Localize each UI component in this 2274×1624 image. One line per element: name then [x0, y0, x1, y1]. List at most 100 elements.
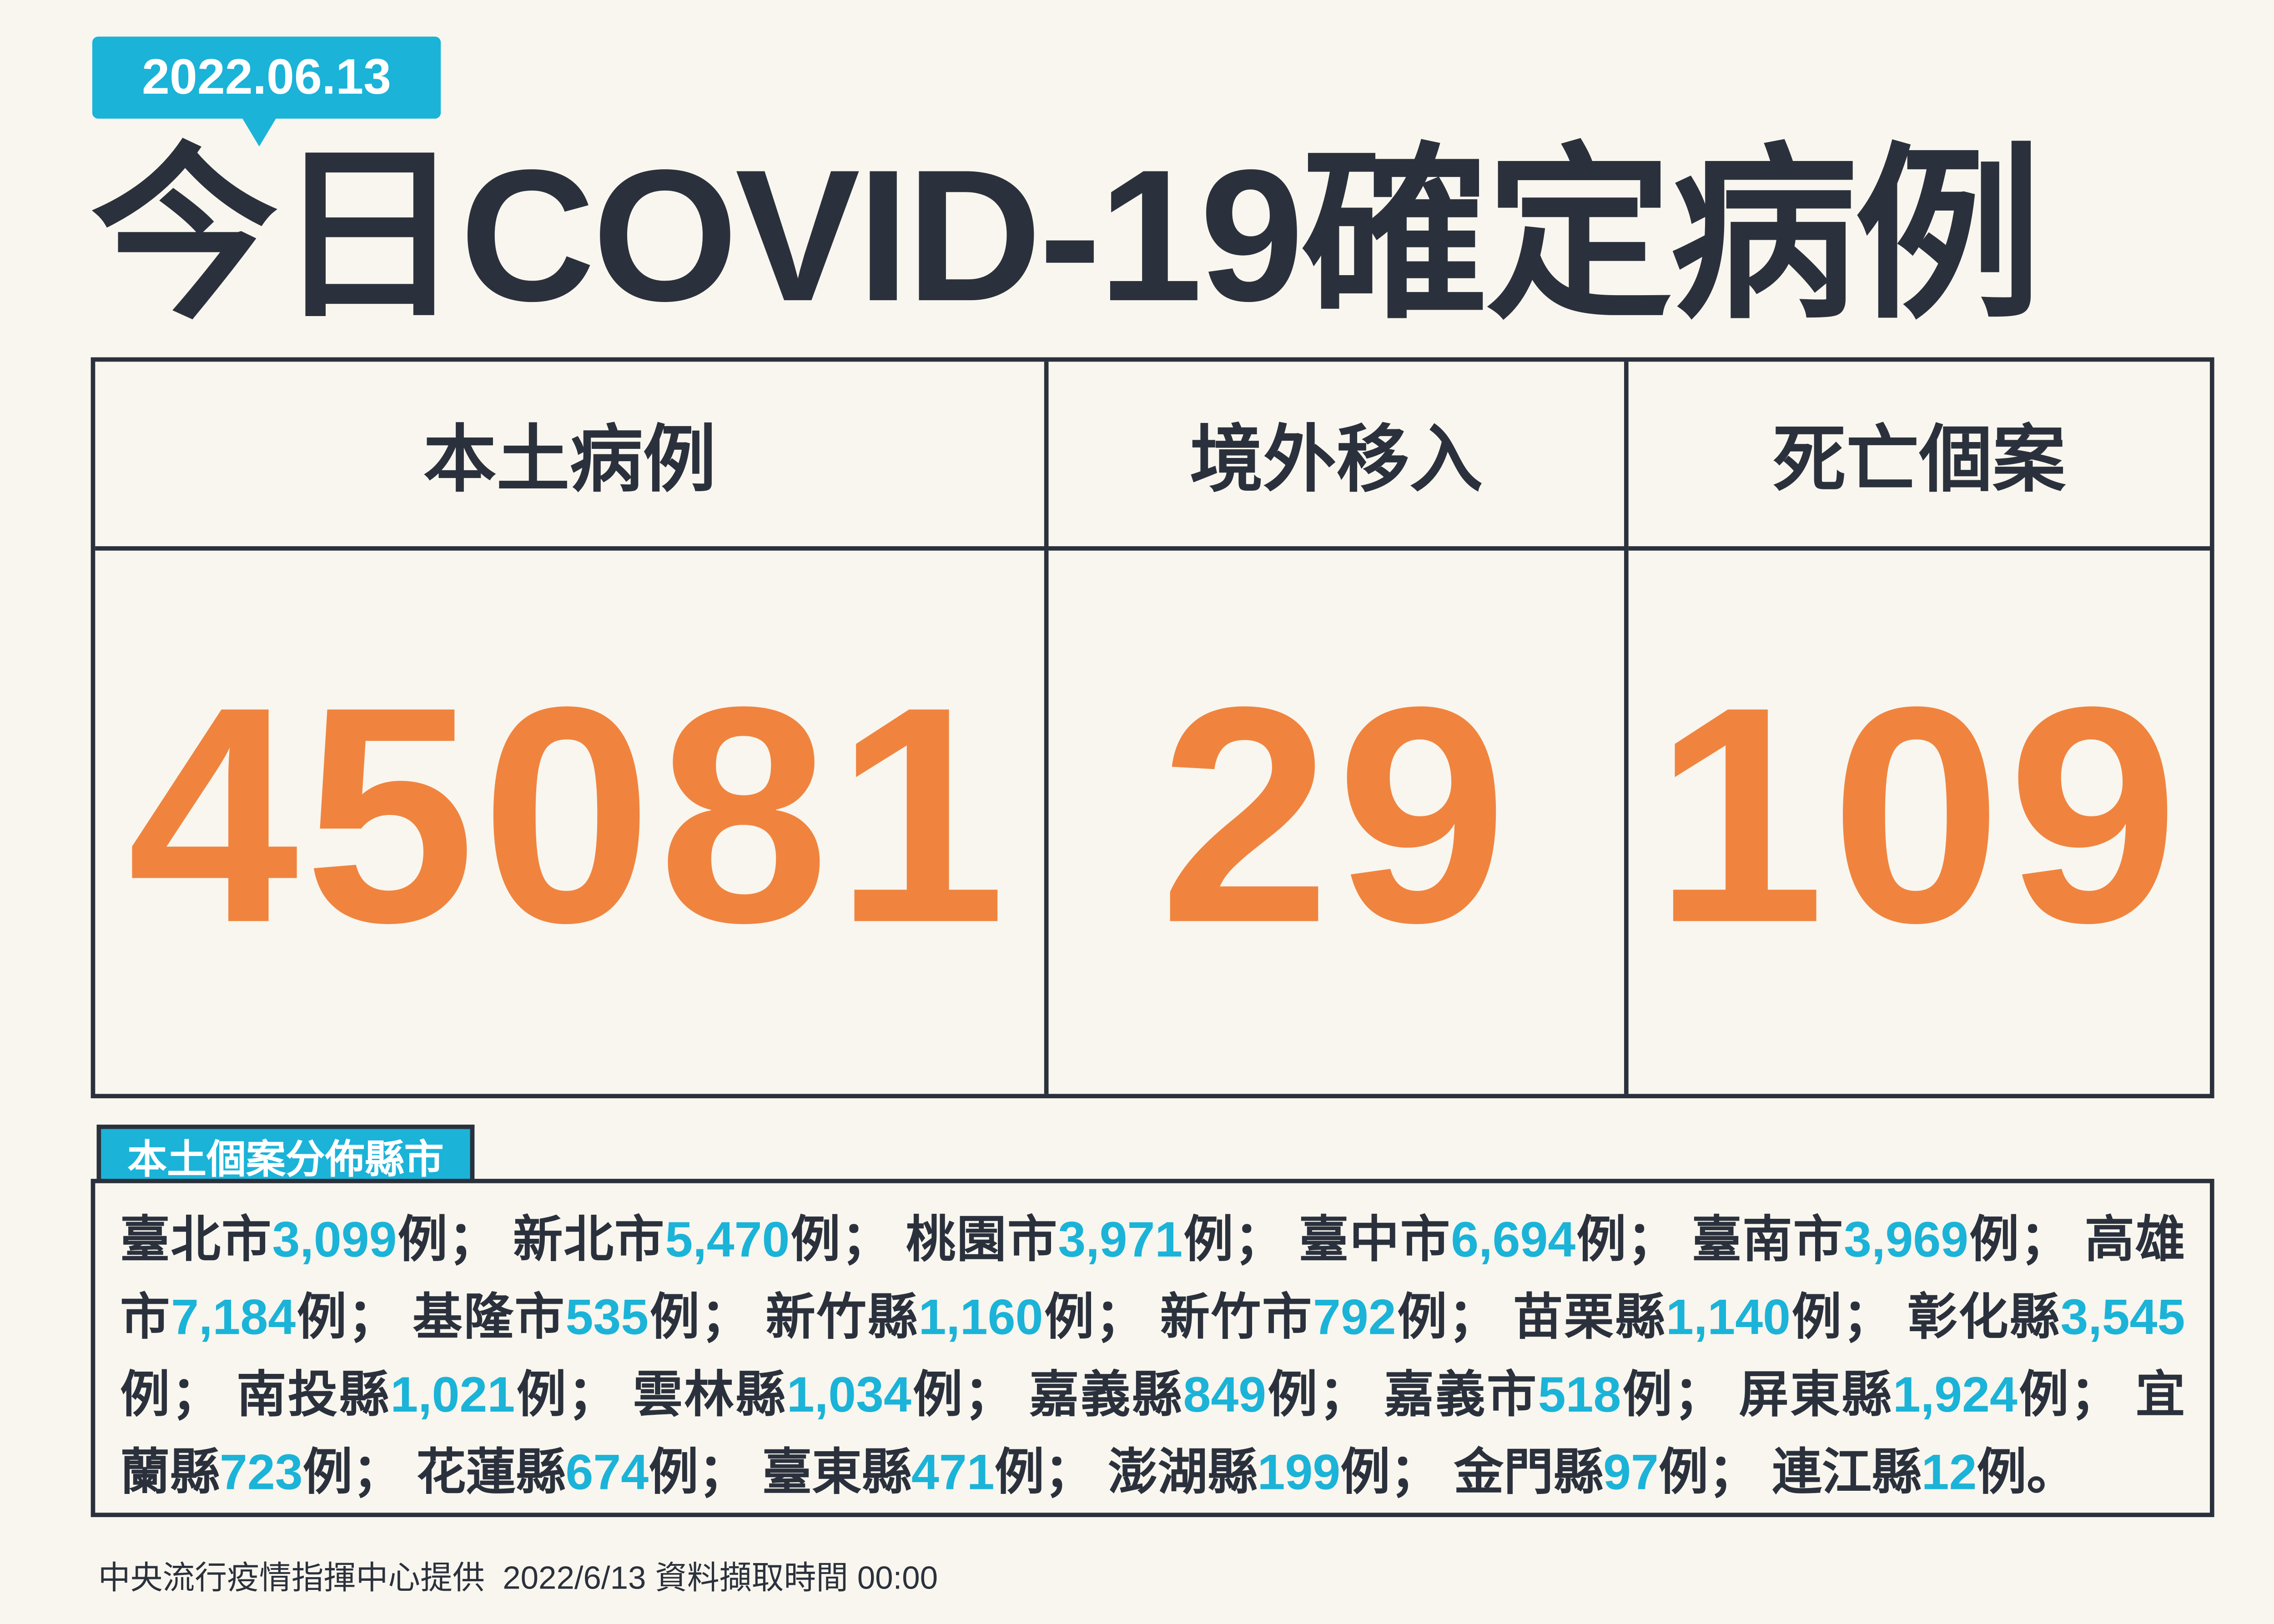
district-entry: 雲林縣1,034例； — [633, 1368, 1014, 1423]
district-entry: 臺北市3,099例； — [120, 1212, 498, 1268]
page-title: 今日COVID-19確定病例 — [91, 131, 2042, 342]
value-imported-cases: 29 — [1049, 550, 1629, 1094]
case-unit: 例 — [994, 1445, 1045, 1501]
district-count: 12 — [1921, 1445, 1977, 1501]
case-unit: 例 — [1791, 1290, 1843, 1346]
case-unit: 例 — [515, 1368, 568, 1423]
district-name: 金門縣 — [1454, 1445, 1604, 1501]
district-entry: 嘉義市518例； — [1384, 1368, 1724, 1423]
district-name: 雲林縣 — [633, 1368, 787, 1423]
district-entry: 澎湖縣199例； — [1108, 1445, 1440, 1501]
district-name: 屏東縣 — [1739, 1368, 1893, 1423]
value-local-cases: 45081 — [95, 550, 1049, 1094]
punctuation: ； — [448, 1212, 498, 1268]
district-name: 新竹市 — [1160, 1290, 1313, 1346]
district-entry: 新竹市792例； — [1160, 1290, 1498, 1346]
district-count: 674 — [565, 1445, 649, 1501]
district-count: 97 — [1603, 1445, 1659, 1501]
header-imported-cases: 境外移入 — [1048, 362, 1629, 551]
case-unit: 例 — [2017, 1368, 2071, 1423]
punctuation: ； — [964, 1368, 1014, 1423]
punctuation: ； — [2070, 1368, 2120, 1423]
district-count: 3,099 — [272, 1212, 397, 1268]
punctuation: ； — [352, 1445, 402, 1501]
district-count: 3,545 — [2060, 1290, 2185, 1346]
district-entry: 連江縣12例。 — [1772, 1445, 2076, 1501]
header-local-cases: 本土病例 — [95, 362, 1049, 551]
date-badge: 2022.06.13 — [92, 36, 441, 119]
district-name: 新北市 — [513, 1212, 665, 1268]
district-name: 澎湖縣 — [1108, 1445, 1258, 1501]
district-entry: 新竹縣1,160例； — [765, 1290, 1145, 1346]
district-entry: 嘉義縣849例； — [1029, 1368, 1369, 1423]
district-name: 嘉義市 — [1384, 1368, 1538, 1423]
district-count: 3,971 — [1058, 1212, 1183, 1268]
punctuation: ； — [2020, 1212, 2070, 1268]
district-count: 5,470 — [665, 1212, 790, 1268]
case-summary-table: 本土病例 境外移入 死亡個案 45081 29 109 — [91, 357, 2214, 1099]
header-deaths: 死亡個案 — [1628, 362, 2210, 551]
district-count: 199 — [1257, 1445, 1341, 1501]
punctuation: ； — [700, 1290, 751, 1346]
case-unit: 例 — [397, 1212, 449, 1268]
footer-source: 中央流行疫情指揮中心提供 — [98, 1559, 485, 1596]
case-unit: 例 — [120, 1368, 171, 1423]
case-unit: 例 — [790, 1212, 841, 1268]
punctuation: ； — [1627, 1212, 1677, 1268]
punctuation: ； — [698, 1445, 749, 1501]
punctuation: ； — [1319, 1368, 1369, 1423]
district-entry: 基隆市535例； — [413, 1290, 750, 1346]
punctuation: ； — [1234, 1212, 1284, 1268]
district-entry: 宜蘭縣723例； — [120, 1368, 2185, 1501]
district-count: 1,160 — [918, 1290, 1043, 1346]
district-entry: 花蓮縣674例； — [416, 1445, 748, 1501]
district-entry: 彰化縣3,545例； — [120, 1290, 2185, 1423]
district-entry: 南投縣1,021例； — [236, 1368, 618, 1423]
case-unit: 例 — [1977, 1445, 2027, 1501]
case-unit: 例 — [649, 1290, 701, 1346]
district-name: 南投縣 — [236, 1368, 391, 1423]
district-entry: 金門縣97例； — [1454, 1445, 1758, 1501]
district-name: 花蓮縣 — [416, 1445, 566, 1501]
district-count: 471 — [911, 1445, 995, 1501]
district-name: 臺南市 — [1691, 1212, 1844, 1268]
case-unit: 例 — [302, 1445, 353, 1501]
date-badge-pointer — [241, 117, 277, 146]
district-entry: 臺南市3,969例； — [1692, 1212, 2070, 1268]
district-name: 彰化縣 — [1907, 1290, 2061, 1346]
district-count: 6,694 — [1451, 1212, 1576, 1268]
district-count: 1,021 — [390, 1368, 515, 1423]
district-name: 臺中市 — [1298, 1212, 1451, 1268]
punctuation: ； — [1708, 1445, 1758, 1501]
case-unit: 例 — [1968, 1212, 2020, 1268]
footer: 中央流行疫情指揮中心提供 2022/6/13 資料擷取時間 00:00 — [98, 1552, 938, 1599]
punctuation: ； — [1390, 1445, 1440, 1501]
punctuation: ； — [347, 1290, 398, 1346]
punctuation: ； — [841, 1212, 891, 1268]
district-count: 1,924 — [1892, 1368, 2017, 1423]
district-count: 518 — [1538, 1368, 1621, 1423]
distribution-label: 本土個案分佈縣市 — [96, 1124, 475, 1182]
case-unit: 例 — [1266, 1368, 1319, 1423]
district-name: 高雄市 — [120, 1212, 2185, 1346]
district-entry: 臺中市6,694例； — [1299, 1212, 1677, 1268]
district-name: 苗栗縣 — [1513, 1290, 1666, 1346]
case-unit: 例 — [911, 1368, 964, 1423]
district-name: 臺北市 — [120, 1212, 272, 1268]
case-unit: 例 — [1182, 1212, 1234, 1268]
case-unit: 例 — [1621, 1368, 1674, 1423]
district-count: 1,140 — [1666, 1290, 1791, 1346]
case-unit: 例 — [296, 1290, 348, 1346]
district-entry: 苗栗縣1,140例； — [1513, 1290, 1892, 1346]
district-name: 宜蘭縣 — [120, 1368, 2185, 1501]
district-name: 新竹縣 — [765, 1290, 919, 1346]
district-name: 桃園市 — [906, 1212, 1058, 1268]
district-entry: 屏東縣1,924例； — [1739, 1368, 2120, 1423]
distribution-text: 臺北市3,099例； 新北市5,470例； 桃園市3,971例； 臺中市6,69… — [91, 1179, 2214, 1517]
punctuation: ； — [568, 1368, 618, 1423]
case-unit: 例 — [1658, 1445, 1709, 1501]
case-unit: 例 — [1043, 1290, 1096, 1346]
punctuation: ； — [1448, 1290, 1498, 1346]
punctuation: ； — [1842, 1290, 1893, 1346]
